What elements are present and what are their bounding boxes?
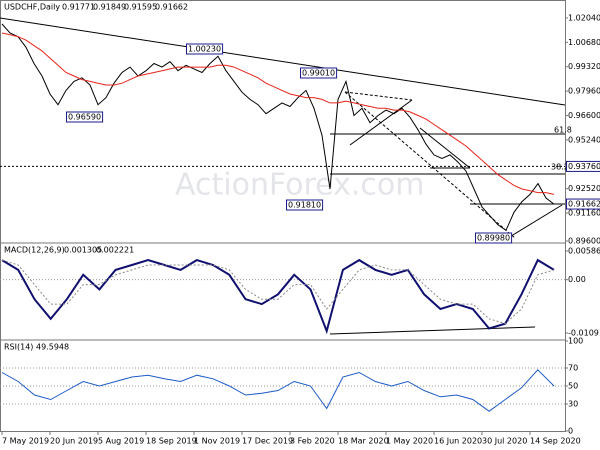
fib-label: 61.8 <box>554 126 572 135</box>
annotation: 1.00230 <box>188 45 221 54</box>
y-tick-label: 0.99320 <box>568 62 600 71</box>
ohlc: 0.91662 <box>155 3 188 12</box>
frame <box>0 0 566 432</box>
y-tick-label: 100 <box>568 337 583 346</box>
y-tick-label: 0.005868 <box>568 247 600 256</box>
y-tick-label: 0.00 <box>568 275 586 284</box>
reading: 0.002221 <box>96 246 134 255</box>
series-line <box>1 259 555 325</box>
fib-label: 38.2 <box>551 163 569 172</box>
annotation-box <box>66 111 104 123</box>
annotation-box <box>186 43 224 55</box>
y-tick-label: 0.96600 <box>568 111 600 120</box>
annotation-box <box>566 198 600 210</box>
trend-line <box>507 204 563 239</box>
y-tick-label: 0.92520 <box>568 184 600 193</box>
x-tick-label: 16 Jun 2020 <box>434 437 482 446</box>
annotation: 0.89980 <box>477 234 510 243</box>
y-tick-label: 1.00680 <box>568 38 600 47</box>
x-tick-label: 3 Feb 2020 <box>290 437 335 446</box>
series-line <box>1 23 555 232</box>
ohlc: 0.91595 <box>124 3 157 12</box>
ohlc: 0.91771 <box>62 3 95 12</box>
trend-line <box>344 91 413 101</box>
annotation: 0.99010 <box>302 69 335 78</box>
level-label: 0.93760 <box>568 162 600 171</box>
y-tick-label: 70 <box>568 364 578 373</box>
y-tick-label: 1.02040 <box>568 13 600 22</box>
x-tick-label: 18 Mar 2020 <box>338 437 389 446</box>
ohlc: 0.91849 <box>93 3 126 12</box>
trend-line <box>419 127 471 169</box>
x-tick-label: 5 Aug 2019 <box>98 437 144 446</box>
annotation-box <box>475 232 513 244</box>
reading: 49.5948 <box>36 343 69 352</box>
y-tick-label: -0.010918 <box>568 329 600 338</box>
x-tick-label: 1 Nov 2019 <box>194 437 240 446</box>
x-tick-label: 17 Dec 2019 <box>242 437 293 446</box>
indicator: MACD(12,26,9) <box>4 246 65 255</box>
y-tick-label: 30 <box>568 400 578 409</box>
y-tick-label: 0 <box>568 427 573 436</box>
annotation-box <box>300 67 338 79</box>
annotation-box <box>566 160 600 172</box>
x-tick-label: 1 May 2020 <box>386 437 433 446</box>
trend-line <box>344 91 516 239</box>
series-line <box>1 369 555 412</box>
y-tick-label: 0.97960 <box>568 87 600 96</box>
y-tick-label: 0.89600 <box>568 237 600 246</box>
x-tick-label: 14 Sep 2020 <box>530 437 581 446</box>
annotation: 0.96590 <box>68 113 101 122</box>
y-tick-label: 50 <box>568 382 578 391</box>
y-tick-label: 0.95240 <box>568 135 600 144</box>
x-tick-label: 18 Sep 2019 <box>146 437 197 446</box>
x-tick-label: 20 Jun 2019 <box>50 437 98 446</box>
annotation: 0.91810 <box>288 201 321 210</box>
indicator: RSI(14) <box>4 343 33 352</box>
level-label: 0.91662 <box>568 200 600 209</box>
trend-line <box>329 326 536 335</box>
reading: 0.001305 <box>64 246 102 255</box>
symbol: USDCHF,Daily <box>4 3 60 12</box>
watermark: ActionForex.com <box>175 168 424 203</box>
annotation-box <box>286 199 324 211</box>
series-line <box>1 32 555 195</box>
y-tick-label: 0.91160 <box>568 209 600 218</box>
x-tick-label: 30 Jul 2020 <box>482 437 527 446</box>
x-tick-label: 7 May 2019 <box>2 437 49 446</box>
trend-line <box>0 17 566 106</box>
